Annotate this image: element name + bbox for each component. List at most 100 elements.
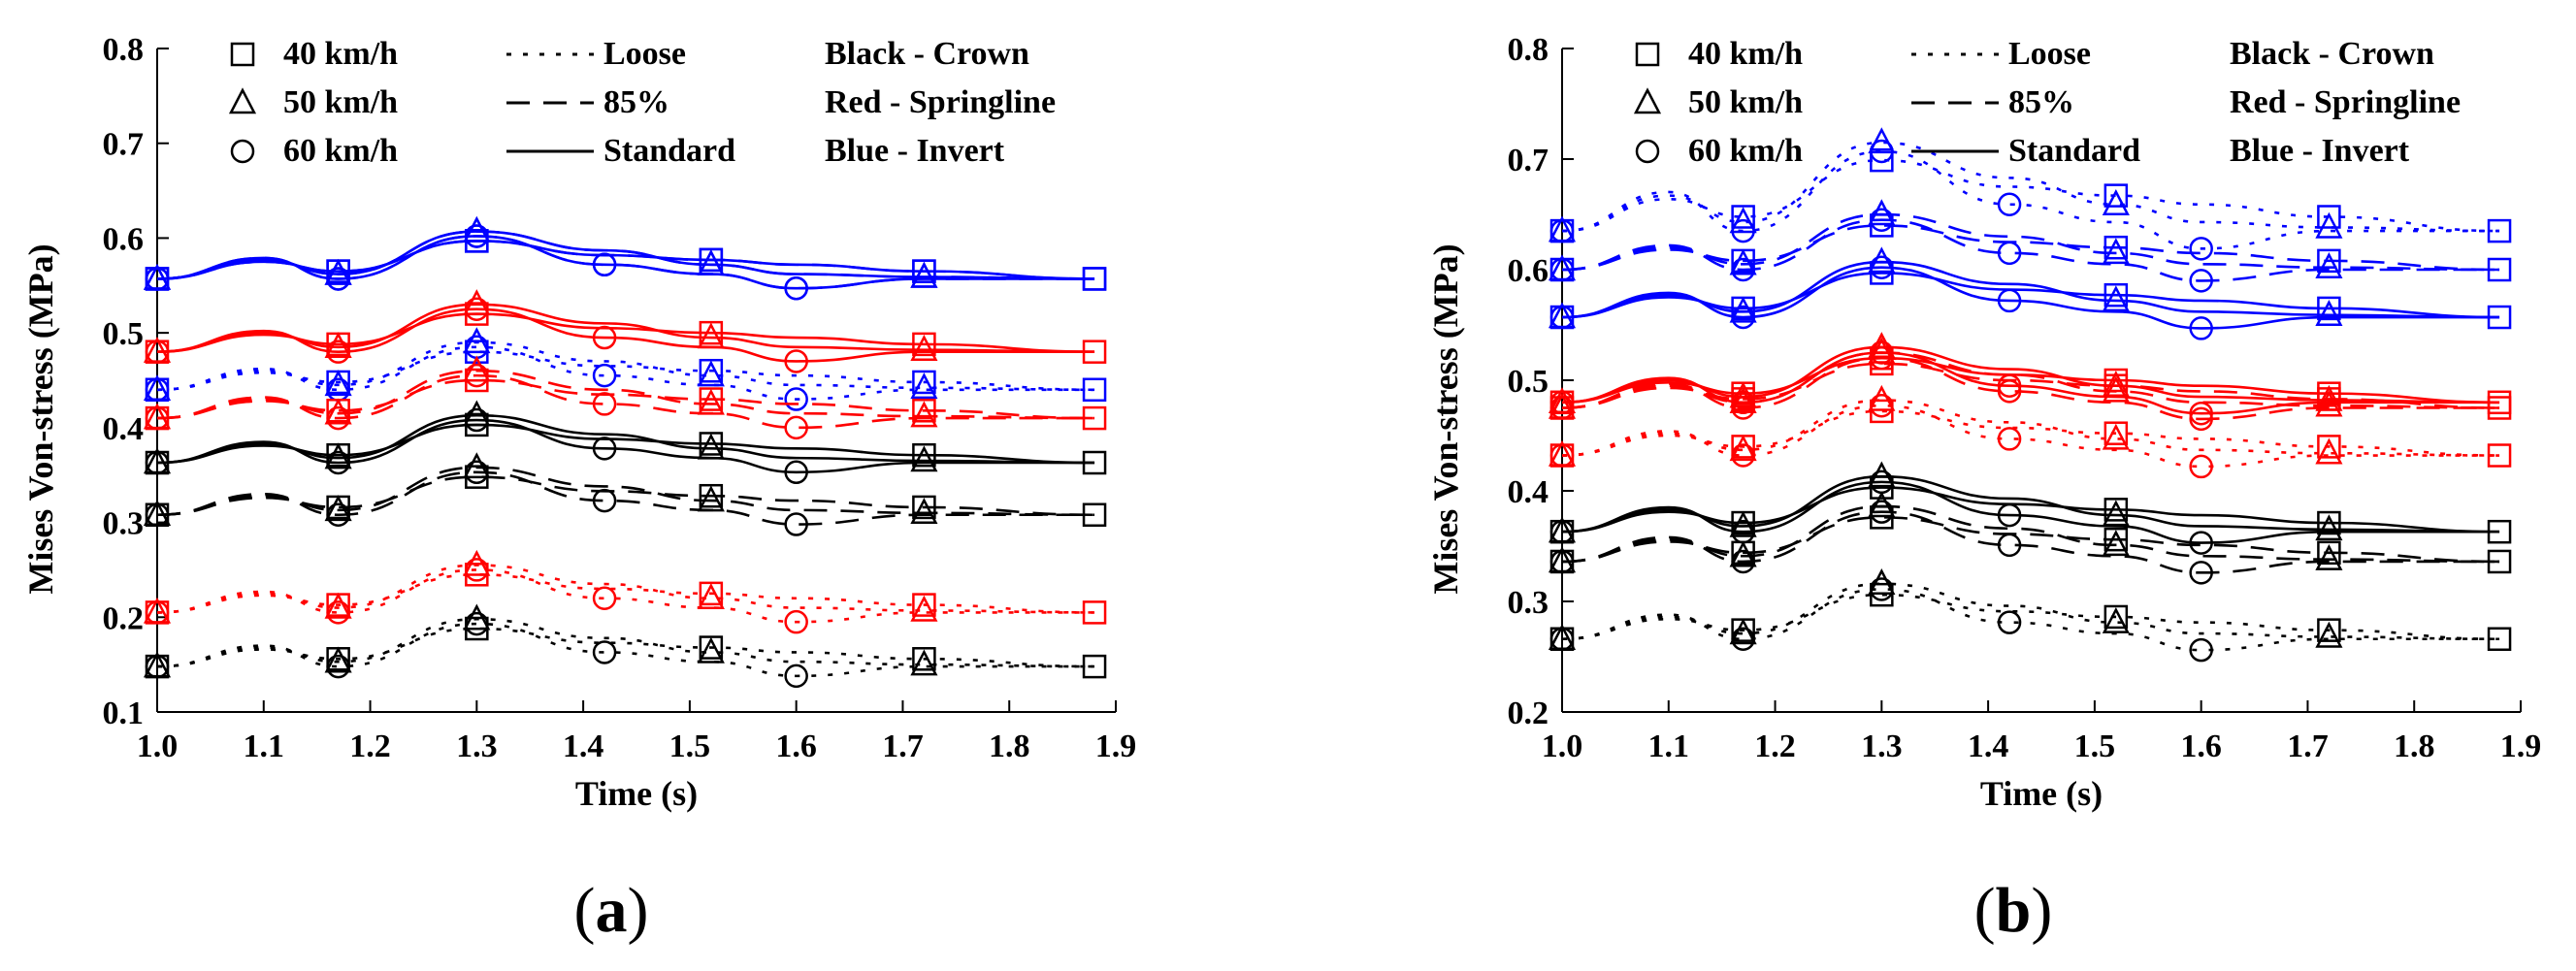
data-point xyxy=(910,261,938,288)
x-tick-label: 1.8 xyxy=(989,728,1030,764)
x-tick-label: 1.8 xyxy=(2394,728,2435,764)
series-springline-85pct xyxy=(143,355,1107,440)
data-point xyxy=(463,355,491,382)
data-point xyxy=(592,392,617,416)
data-point xyxy=(2189,531,2213,555)
data-point xyxy=(697,360,725,387)
x-tick-label: 1.5 xyxy=(2074,728,2116,764)
y-tick-label: 0.4 xyxy=(1508,474,1549,510)
series-line xyxy=(1561,351,2500,415)
legend-marker xyxy=(230,139,255,164)
data-point xyxy=(1729,381,1757,408)
data-point xyxy=(1870,399,1894,424)
data-point xyxy=(324,442,352,469)
data-point xyxy=(1997,610,2022,634)
data-point xyxy=(326,654,350,679)
legend: 40 km/h 50 km/h 60 km/h Loose 85% Standard Bla… xyxy=(228,36,1056,169)
data-point xyxy=(2315,621,2343,648)
data-point xyxy=(145,450,170,475)
data-point xyxy=(1868,461,1896,488)
data-point xyxy=(1997,533,2022,558)
data-point xyxy=(145,405,170,431)
legend-speed-label: 40 km/h xyxy=(1688,36,1803,72)
data-point xyxy=(1549,257,1575,282)
data-point xyxy=(1870,255,1894,279)
data-point xyxy=(1731,205,1755,229)
series-line xyxy=(156,423,1095,465)
series-line xyxy=(1561,480,2500,544)
data-point xyxy=(910,335,938,361)
data-point xyxy=(2189,406,2213,432)
x-tick-label: 1.1 xyxy=(244,728,285,764)
data-point xyxy=(2487,549,2512,574)
data-point xyxy=(2103,183,2129,208)
series-line xyxy=(156,568,1095,624)
data-point xyxy=(2103,604,2129,630)
data-point xyxy=(2315,252,2343,278)
data-point xyxy=(2315,543,2343,570)
data-point xyxy=(1868,246,1896,274)
series-line xyxy=(1561,593,2500,641)
y-tick-label: 0.7 xyxy=(1508,143,1549,178)
data-point xyxy=(1731,549,1755,574)
x-axis-title: Time (s) xyxy=(1980,774,2103,813)
series-invert-standard xyxy=(143,215,1107,301)
x-tick-label: 1.4 xyxy=(563,728,604,764)
panel-label: (a) xyxy=(574,875,649,946)
data-point xyxy=(1729,387,1757,414)
x-tick-label: 1.3 xyxy=(456,728,498,764)
data-point xyxy=(2487,396,2512,420)
data-point xyxy=(910,498,938,525)
series-crown-85pct xyxy=(1548,491,2512,585)
y-tick-label: 0.1 xyxy=(103,696,145,731)
data-point xyxy=(784,512,808,536)
series-line xyxy=(156,369,1095,420)
data-point xyxy=(2103,235,2129,260)
data-point xyxy=(784,460,808,485)
data-point xyxy=(2315,211,2343,239)
data-point xyxy=(1731,396,1755,420)
legend-speed-label: 60 km/h xyxy=(283,133,398,169)
y-axis-title: Mises Von-stress (MPa) xyxy=(1426,243,1465,594)
series-springline-standard xyxy=(1548,332,2512,426)
series-line xyxy=(156,564,1095,614)
legend-location-label: Red - Springline xyxy=(825,84,1056,120)
data-point xyxy=(699,635,724,660)
panel-label-part: ) xyxy=(628,875,649,946)
panel-label-part: b xyxy=(1996,875,2032,946)
data-point xyxy=(1870,139,1894,164)
legend-compaction-label: 85% xyxy=(2008,84,2074,120)
data-point xyxy=(1997,427,2022,451)
series-line xyxy=(1561,224,2500,272)
data-point xyxy=(2315,514,2343,541)
data-point xyxy=(324,258,352,285)
series-line xyxy=(156,373,1095,430)
data-point xyxy=(912,647,936,671)
legend-compaction-label: Loose xyxy=(2008,36,2091,72)
data-point xyxy=(2189,637,2213,663)
y-tick-label: 0.5 xyxy=(1508,364,1549,400)
series-line xyxy=(1561,272,2500,319)
data-point xyxy=(465,611,489,636)
series-line xyxy=(156,418,1095,474)
legend-marker xyxy=(1635,42,1660,67)
data-point xyxy=(145,502,170,528)
series-line xyxy=(1561,510,2500,574)
x-tick-label: 1.0 xyxy=(137,728,179,764)
data-point xyxy=(699,320,724,345)
series-line xyxy=(1561,409,2500,457)
x-tick-label: 1.4 xyxy=(1968,728,2009,764)
data-point xyxy=(324,332,352,359)
series-line xyxy=(1561,588,2500,652)
series-invert-85pct xyxy=(1548,199,2512,293)
data-point xyxy=(1549,443,1575,468)
y-tick-label: 0.8 xyxy=(1508,32,1549,68)
data-point xyxy=(2102,238,2130,265)
data-point xyxy=(592,325,617,350)
legend-compaction-label: 85% xyxy=(603,84,669,120)
series-line xyxy=(156,622,1095,678)
data-point xyxy=(1549,549,1575,574)
data-point xyxy=(465,407,489,433)
series-line xyxy=(156,240,1095,280)
